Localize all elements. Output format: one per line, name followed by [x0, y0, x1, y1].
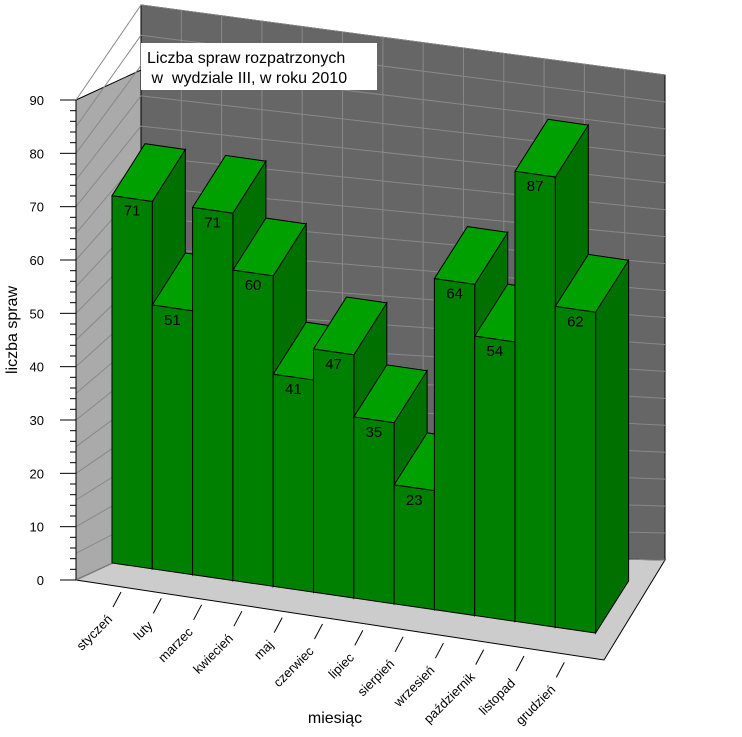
y-tick-label: 40	[30, 360, 44, 375]
bar-side	[595, 258, 630, 635]
bar-value-label: 60	[245, 277, 262, 294]
x-tick	[273, 617, 283, 633]
y-axis: 0 10 20 30 40 50 60 70 80 90	[30, 93, 77, 588]
bar-front	[353, 416, 395, 605]
x-tick	[233, 610, 243, 627]
bar-value-label: 51	[164, 312, 181, 329]
x-tick	[515, 655, 525, 672]
bar-front	[272, 373, 314, 593]
bar-value-label: 23	[406, 492, 423, 509]
bar-front	[192, 206, 234, 582]
y-tick-label: 90	[30, 93, 44, 108]
bar-front	[554, 305, 597, 634]
bar-front	[313, 348, 355, 599]
bars: 71 51 71 60 41 47 35 23 64 54 87 62	[111, 118, 630, 635]
x-tick	[112, 591, 122, 608]
bar-front	[474, 335, 516, 622]
bar-value-label: 64	[446, 285, 463, 302]
x-tick-label: styczeń	[73, 612, 115, 654]
bar-front	[433, 277, 476, 617]
x-tick-label: grudzień	[513, 682, 559, 728]
x-tick	[193, 604, 203, 621]
bar-value-label: 35	[366, 424, 383, 441]
title-box	[141, 43, 377, 90]
grid-line-side	[75, 125, 142, 207]
x-tick	[475, 649, 485, 665]
y-tick-label: 20	[30, 466, 44, 481]
y-tick-label: 10	[30, 520, 44, 535]
x-tick-label: kwiecień	[190, 631, 236, 677]
bar-front	[111, 195, 153, 570]
x-tick-label: wrzesień	[390, 663, 438, 711]
x-tick	[354, 630, 364, 646]
bar-value-label: 71	[124, 203, 141, 220]
x-tick	[434, 642, 444, 659]
y-tick-label: 70	[30, 200, 44, 215]
x-tick-label: luty	[131, 618, 156, 643]
bar-value-label: 71	[204, 214, 221, 231]
grid-line-side	[75, 4, 142, 101]
x-tick-label: maj	[251, 637, 276, 662]
bar-front	[151, 304, 194, 576]
x-tick-label: listopad	[476, 676, 518, 718]
x-tick-label: czerwiec	[270, 643, 317, 690]
grid-line-h	[140, 4, 666, 76]
x-tick	[555, 662, 565, 678]
y-tick-label: 0	[37, 573, 44, 588]
x-tick-label: marzec	[155, 624, 196, 665]
chart-title: Liczba spraw rozpatrzonych w wydziale II…	[141, 43, 377, 90]
bar-value-label: 62	[567, 313, 584, 330]
bar-value-label: 54	[487, 343, 504, 360]
x-tick	[314, 623, 323, 640]
x-axis-label: miesiąc	[308, 710, 362, 727]
grid-line-side	[75, 65, 142, 154]
grid-line-side	[75, 95, 142, 181]
x-tick	[394, 636, 404, 653]
bar-value-label: 87	[527, 178, 544, 195]
x-tick-label: sierpień	[354, 656, 397, 699]
grid-line-side	[75, 34, 142, 127]
y-tick-label: 60	[30, 253, 44, 268]
y-tick-label: 80	[30, 146, 44, 161]
bar-front	[514, 170, 556, 628]
bar-value-label: 41	[285, 381, 302, 398]
bar-11: 62	[554, 253, 630, 635]
title-line-1: Liczba spraw rozpatrzonych	[147, 50, 345, 67]
y-tick-label: 50	[30, 306, 44, 321]
x-tick-label: lipiec	[325, 650, 357, 682]
y-axis-label: liczba spraw	[4, 286, 21, 374]
title-line-2: w wydziale III, w roku 2010	[147, 70, 347, 87]
y-tick-label: 30	[30, 413, 44, 428]
bar-value-label: 47	[325, 356, 342, 373]
x-tick	[152, 598, 162, 614]
bar-front	[232, 269, 274, 587]
